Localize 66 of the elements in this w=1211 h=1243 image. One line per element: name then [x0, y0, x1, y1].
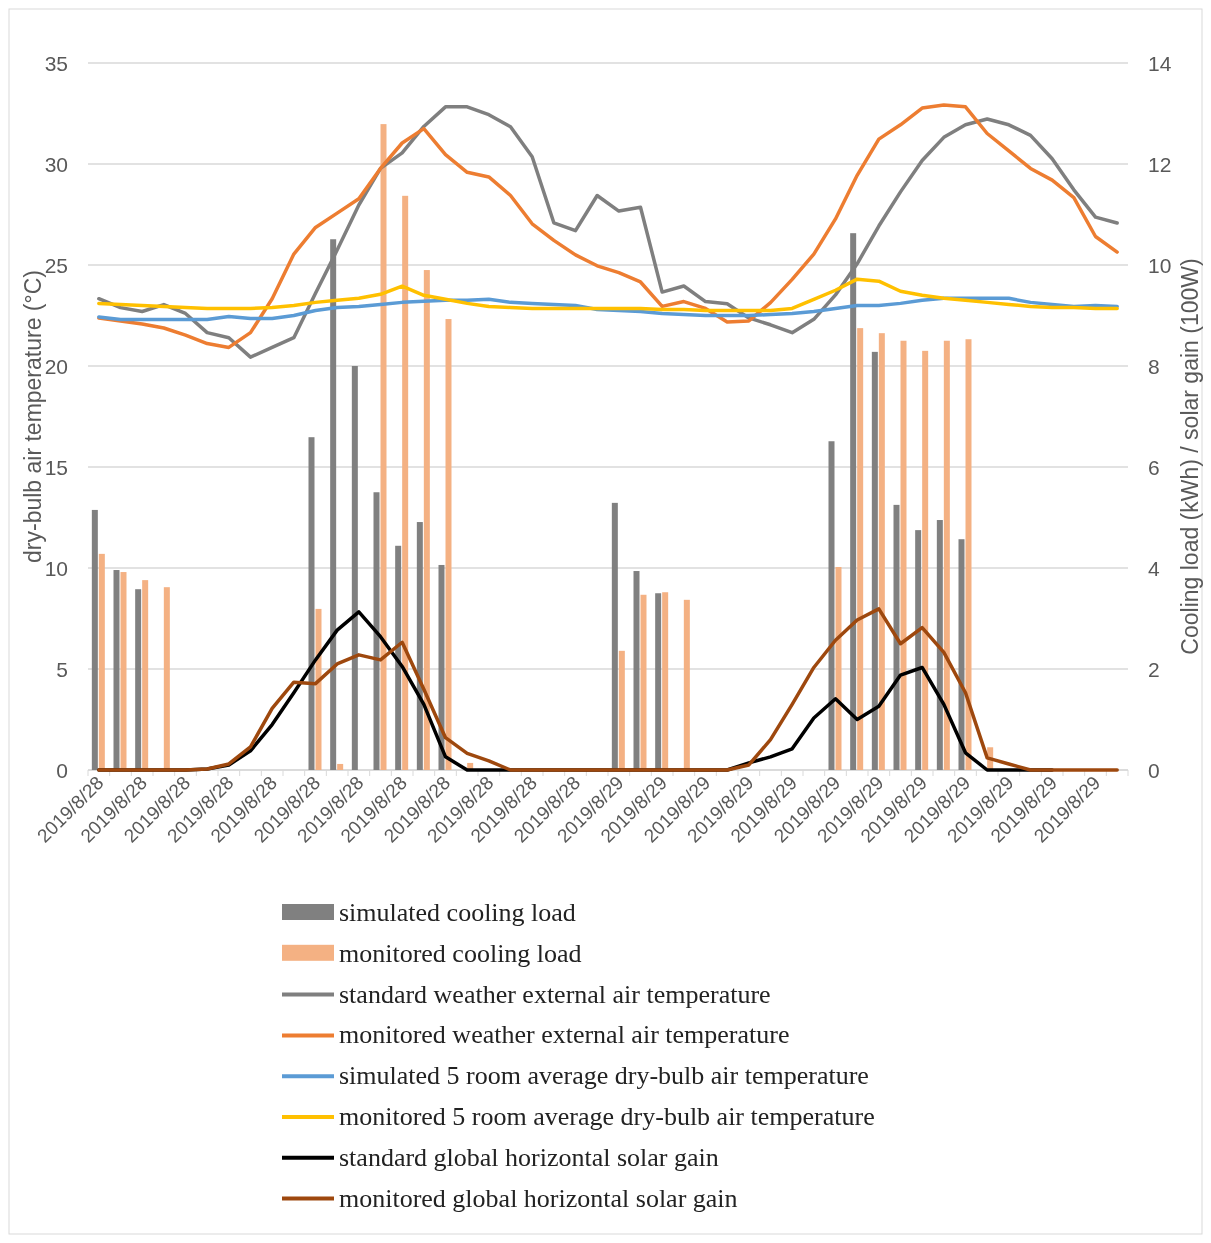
bar	[633, 571, 640, 770]
legend-label: monitored weather external air temperature	[339, 1020, 790, 1050]
legend-label: simulated cooling load	[339, 898, 576, 927]
y-tick-label: 30	[44, 153, 68, 176]
bar	[655, 593, 662, 770]
bar	[618, 650, 625, 770]
bar	[965, 339, 972, 770]
legend-label: monitored 5 room average dry-bulb air temperature	[339, 1102, 875, 1131]
legend-label: monitored cooling load	[339, 938, 582, 968]
bar	[135, 589, 142, 770]
line-series	[97, 296, 1119, 322]
legend-label: monitored global horizontal solar gain	[339, 1183, 738, 1213]
bar	[315, 608, 322, 770]
bar	[113, 570, 120, 770]
bar	[337, 763, 344, 770]
bar	[878, 333, 885, 770]
bar	[915, 530, 922, 770]
bar	[373, 492, 380, 770]
bar	[936, 520, 943, 770]
bar	[416, 522, 423, 770]
y2-tick-label: 14	[1148, 52, 1172, 75]
bar	[640, 594, 647, 770]
bar	[943, 340, 950, 770]
y2-tick-label: 4	[1148, 557, 1160, 580]
bar	[142, 580, 149, 770]
y-tick-label: 35	[44, 52, 68, 75]
bar	[900, 340, 907, 770]
line-series	[97, 277, 1119, 313]
legend-label: standard weather external air temperature	[339, 979, 771, 1009]
bar	[922, 350, 929, 770]
bar	[351, 366, 358, 770]
bar	[120, 572, 127, 770]
y-tick-label: 15	[44, 456, 68, 479]
legend-label: simulated 5 room average dry-bulb air temperature	[339, 1061, 869, 1091]
legend-label: standard global horizontal solar gain	[339, 1142, 719, 1172]
y-tick-label: 20	[44, 355, 68, 378]
bar	[662, 592, 669, 770]
y2-tick-label: 6	[1148, 456, 1160, 479]
y-tick-label: 0	[56, 759, 68, 782]
bar	[683, 599, 690, 770]
bar	[91, 509, 98, 770]
bar	[423, 270, 430, 770]
bar	[871, 351, 878, 770]
bar	[857, 328, 864, 770]
bar	[611, 502, 618, 770]
y-tick-label: 10	[44, 557, 68, 580]
bar	[445, 319, 452, 770]
y2-tick-label: 12	[1148, 153, 1172, 176]
bar	[958, 539, 965, 770]
bar	[395, 545, 402, 770]
y2-tick-label: 10	[1148, 254, 1172, 277]
bar	[380, 124, 387, 770]
bar	[893, 504, 900, 770]
bar	[163, 587, 170, 770]
bar	[828, 441, 835, 770]
bar	[308, 437, 315, 770]
bar	[402, 195, 409, 770]
y2-axis-title: Cooling load (kWh) / solar gain (100W)	[1177, 258, 1203, 655]
bar	[438, 564, 445, 770]
y-axis-title: dry-bulb air temperature (°C)	[20, 270, 46, 563]
y-tick-label: 5	[56, 658, 68, 681]
bar	[98, 553, 105, 770]
y2-tick-label: 8	[1148, 355, 1160, 378]
y2-tick-label: 2	[1148, 658, 1160, 681]
y2-tick-label: 0	[1148, 759, 1160, 782]
bar	[835, 566, 842, 770]
